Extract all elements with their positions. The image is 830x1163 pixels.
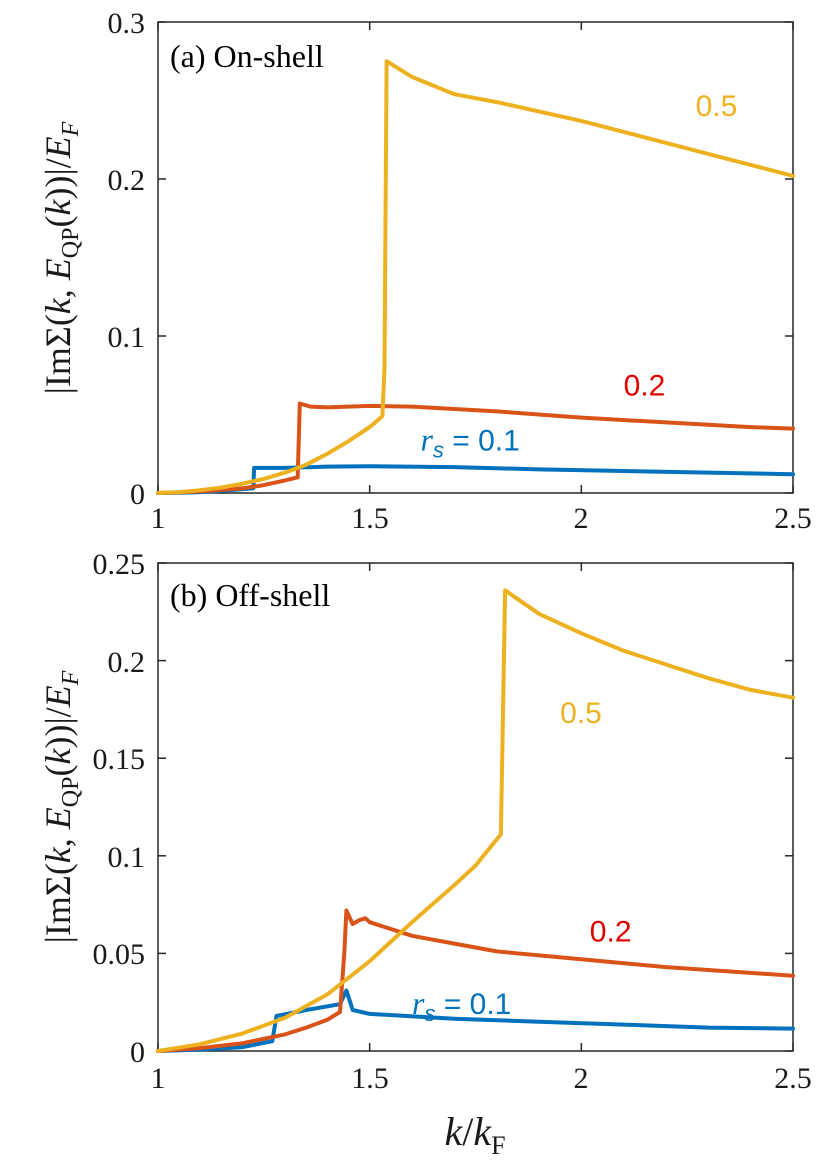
series-line-rs-0.2 [156,908,795,1053]
panel-title-on-shell: (a) On-shell [170,38,324,74]
series-label: rs = 0.1 [412,985,511,1026]
y-tick-label: 0.1 [108,321,146,354]
y-tick-label: 0.05 [93,938,146,971]
x-axis-label: k/kF [444,1109,505,1160]
series-label: 0.5 [560,697,602,730]
y-tick-label: 0.15 [93,743,146,776]
series-labels-off-shell: rs = 0.1 0.2 0.5 [412,697,632,1026]
x-tick-label: 1 [151,1062,166,1095]
panel-off-shell: 0 0.05 0.1 0.15 0.2 0.25 1 1.5 2 2.5 rs … [38,548,812,1095]
x-tick-label: 1.5 [351,502,389,535]
y-axis-label-off-shell: |ImΣ(k, EQP(k))|/EF [38,670,84,943]
x-tick-label: 2.5 [774,1062,812,1095]
series-lines-off-shell [156,588,795,1053]
panel-on-shell: 0 0.1 0.2 0.3 1 1.5 2 2.5 rs = 0.1 0.2 0.5… [38,7,812,535]
series-line-rs-0.2 [156,401,795,495]
y-axis-label-on-shell: |ImΣ(k, EQP(k))|/EF [38,121,84,394]
series-label: 0.2 [590,916,632,949]
x-tick-label: 1.5 [351,1062,389,1095]
y-tick-label: 0.3 [108,7,146,40]
x-tick-labels-on-shell: 1 1.5 2 2.5 [151,502,812,535]
x-tick-label: 2 [574,502,589,535]
y-tick-label: 0.2 [108,646,146,679]
series-label: 0.5 [696,90,738,123]
series-line-rs-0.1 [156,988,795,1053]
x-tick-label: 1 [151,502,166,535]
tick-marks-off-shell [157,562,794,1052]
panel-title-off-shell: (b) Off-shell [170,577,330,613]
y-tick-labels-on-shell: 0 0.1 0.2 0.3 [108,7,146,511]
x-tick-label: 2.5 [774,502,812,535]
y-tick-label: 0.1 [108,841,146,874]
y-tick-label: 0.2 [108,164,146,197]
series-label: rs = 0.1 [420,422,519,463]
series-line-rs-0.5 [156,588,795,1053]
series-lines-on-shell [156,59,795,495]
x-tick-label: 2 [574,1062,589,1095]
axes-box-off-shell [157,562,794,1052]
y-tick-label: 0.25 [93,548,146,581]
y-tick-labels-off-shell: 0 0.05 0.1 0.15 0.2 0.25 [93,548,146,1069]
series-label: 0.2 [624,370,666,403]
y-tick-label: 0 [130,1036,145,1069]
y-tick-label: 0 [130,478,145,511]
x-tick-labels-off-shell: 1 1.5 2 2.5 [151,1062,812,1095]
axes-box-on-shell [157,21,794,494]
series-line-rs-0.5 [156,59,795,495]
series-labels-on-shell: rs = 0.1 0.2 0.5 [420,90,737,462]
